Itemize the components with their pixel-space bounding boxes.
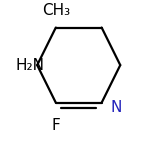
Text: N: N bbox=[110, 100, 122, 115]
Text: CH₃: CH₃ bbox=[42, 3, 70, 18]
Text: F: F bbox=[51, 118, 60, 133]
Text: H₂N: H₂N bbox=[16, 58, 45, 73]
